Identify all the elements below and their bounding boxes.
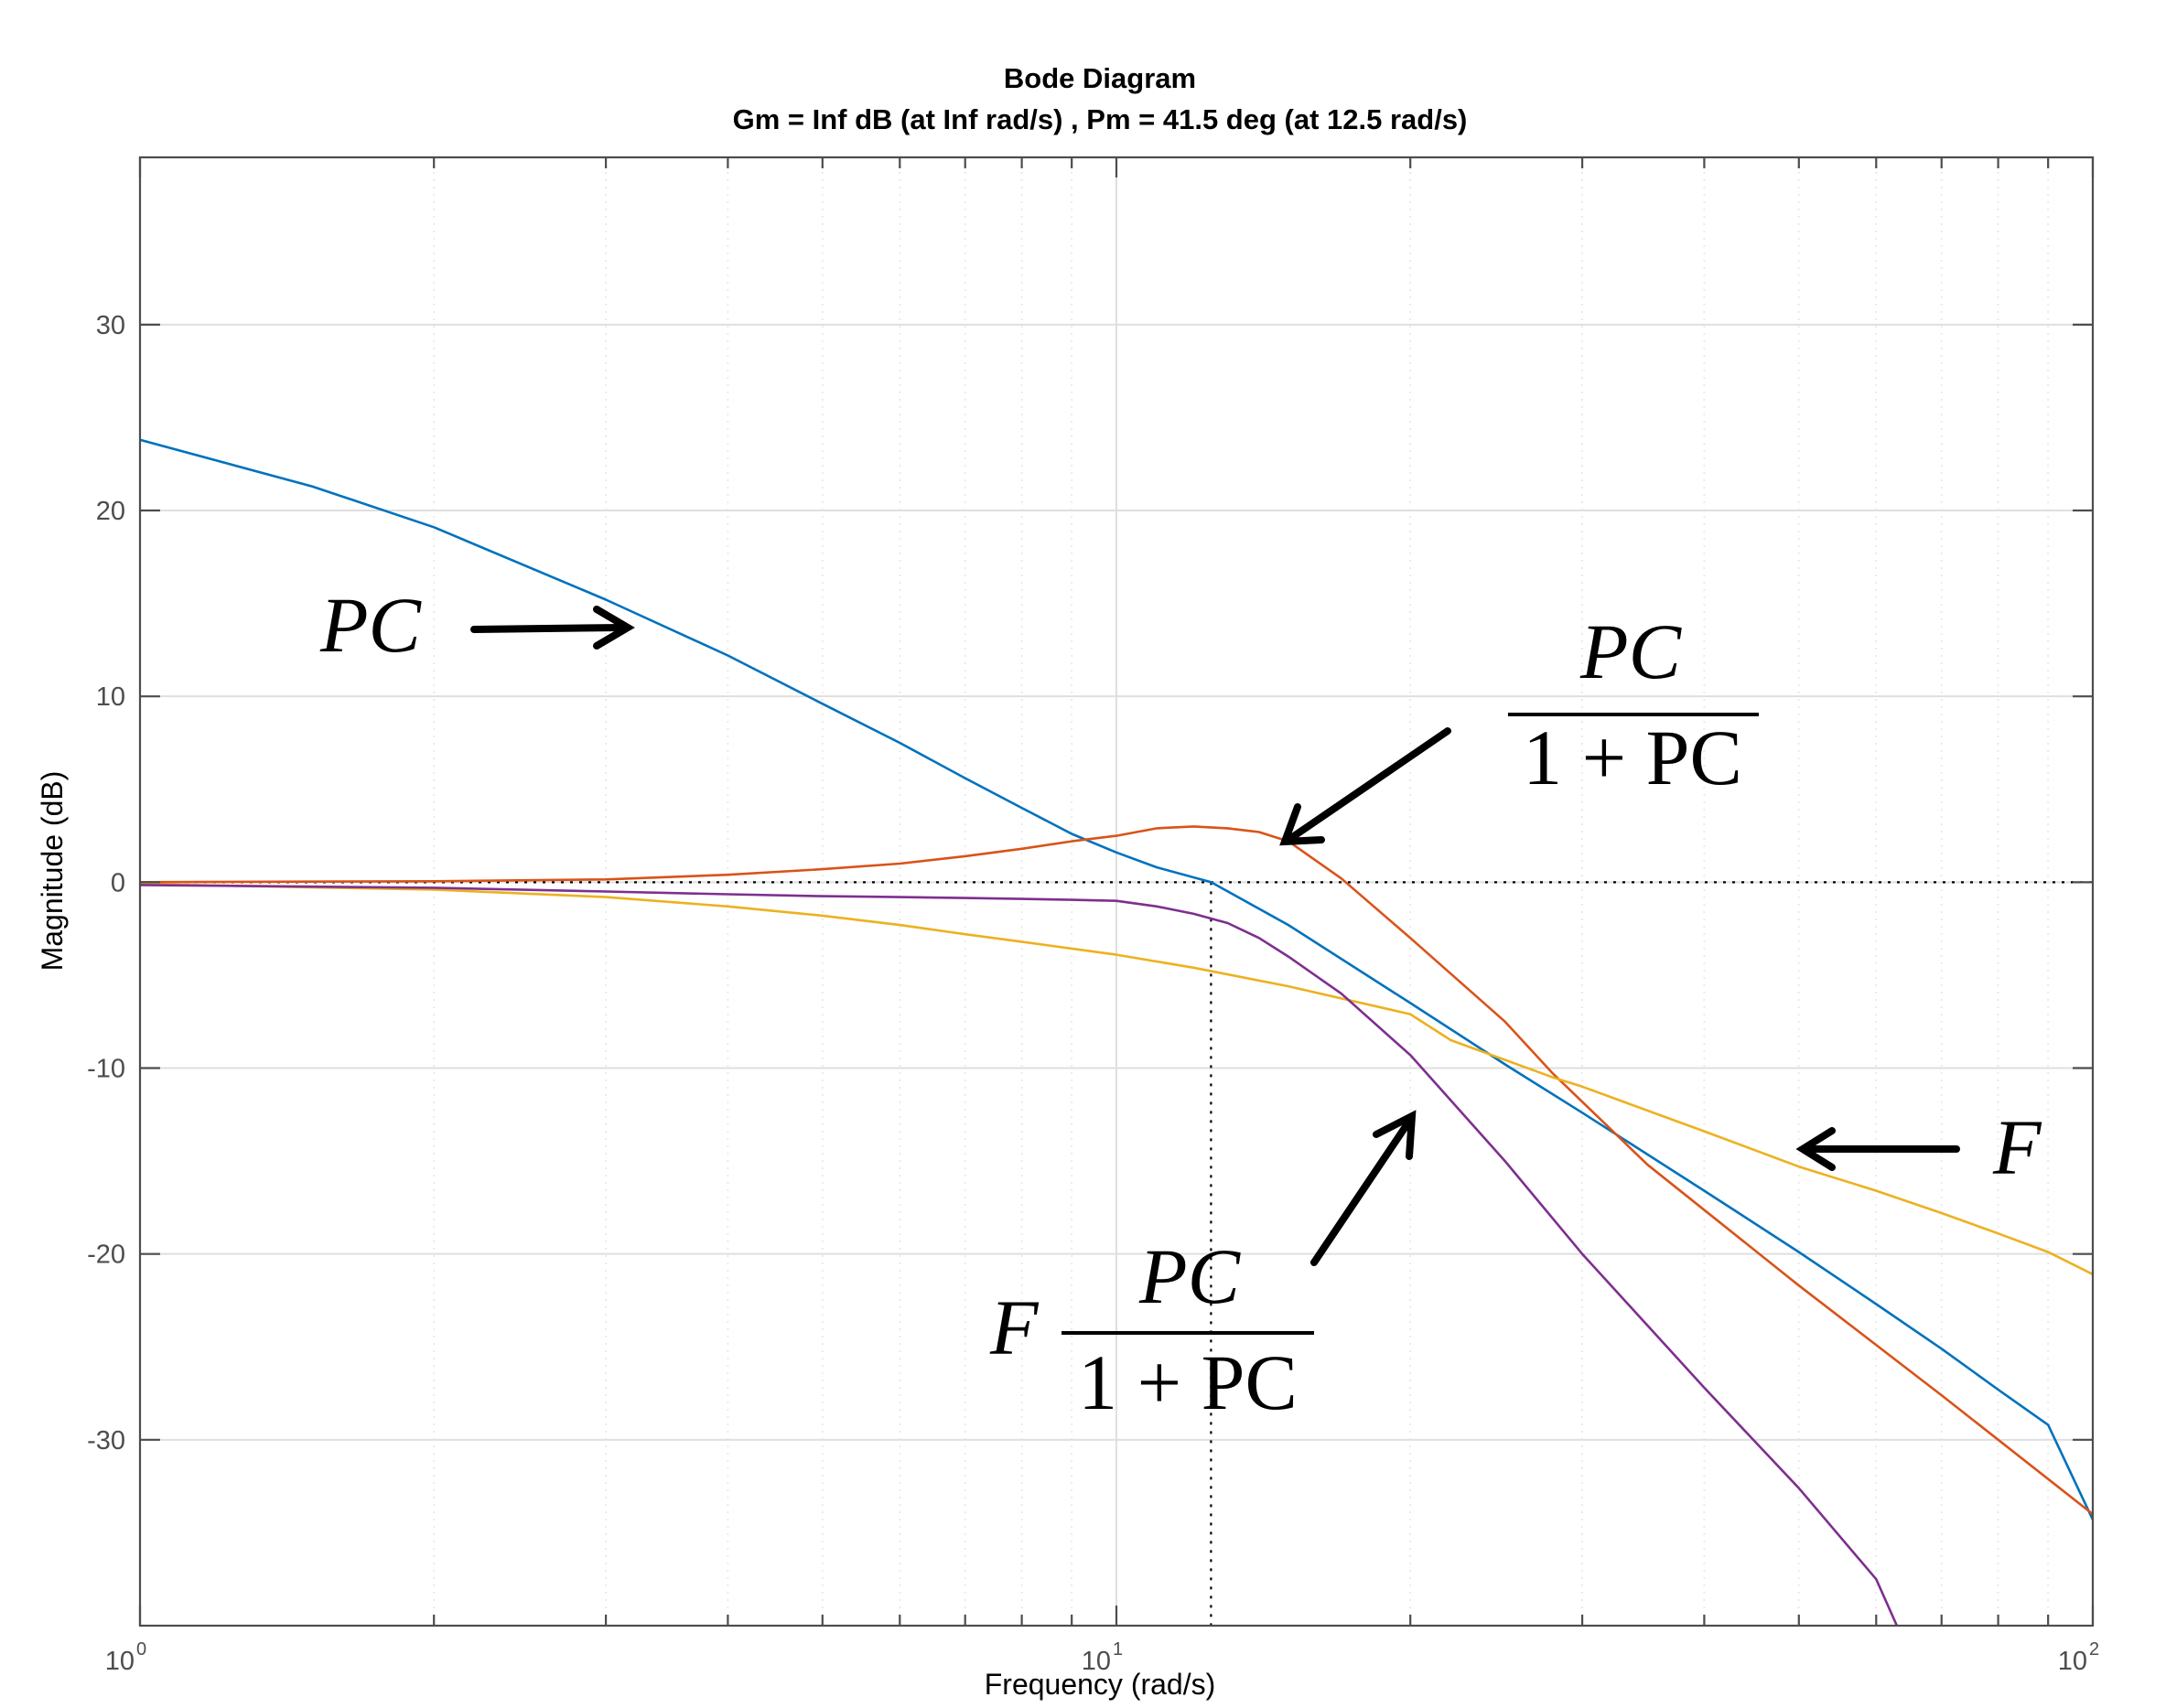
annotation-pc-arrow: [470, 606, 635, 650]
y-tick-label: -30: [87, 1426, 125, 1456]
annotation-closed-loop-denominator: 1 + PC: [1523, 714, 1742, 801]
x-tick-label: 10 1: [1082, 1639, 1123, 1676]
x-tick-labels: 10 0 10 1 10 2: [105, 1639, 2099, 1676]
x-tick-label: 10 0: [105, 1639, 146, 1676]
x-tick-exponent: 0: [136, 1639, 146, 1660]
annotation-f-arrow: [1795, 1127, 1960, 1171]
y-tick-label: -20: [87, 1241, 125, 1270]
y-tick-label: 20: [96, 497, 125, 526]
annotation-closed-loop-arrow: [1279, 727, 1451, 846]
x-tick-label: 10 2: [2058, 1639, 2099, 1676]
annotation-f-closed-loop-numerator: PC: [1138, 1232, 1242, 1320]
x-tick-base: 10: [105, 1647, 135, 1676]
grid: [139, 157, 2094, 1626]
annotation-f-closed-loop-prefix: F: [989, 1284, 1040, 1371]
series-lines: [140, 438, 2093, 1626]
series-line-1: [140, 825, 2093, 1516]
series-line-3: [140, 884, 1899, 1626]
annotation-f-closed-loop-denominator: 1 + PC: [1078, 1338, 1298, 1426]
x-tick-exponent: 1: [1113, 1639, 1123, 1660]
annotation-f-closed-loop-arrow: [1310, 1110, 1417, 1266]
y-tick-label: -10: [87, 1055, 125, 1084]
plot-frame: [138, 156, 2095, 1627]
x-tick-base: 10: [2058, 1647, 2087, 1676]
annotation-pc-label: PC: [319, 581, 423, 669]
annotation-pc: PC: [319, 581, 635, 669]
x-tick-base: 10: [1082, 1647, 1111, 1676]
series-line-0: [140, 438, 2093, 1520]
annotation-f-closed-loop: F PC 1 + PC: [989, 1110, 1417, 1426]
y-tick-label: 0: [111, 868, 125, 897]
annotation-closed-loop-numerator: PC: [1579, 607, 1683, 695]
annotation-f-label: F: [1992, 1103, 2042, 1191]
y-tick-label: 30: [96, 311, 125, 340]
y-axis-label: Magnitude (dB): [36, 771, 69, 972]
y-tick-labels: 30 20 10 0 -10 -20 -30: [87, 311, 125, 1456]
chart-subtitle: Gm = Inf dB (at Inf rad/s) , Pm = 41.5 d…: [733, 103, 1468, 135]
x-tick-exponent: 2: [2089, 1639, 2099, 1660]
annotation-f: F: [1795, 1103, 2042, 1191]
x-axis-label: Frequency (rad/s): [985, 1668, 1216, 1701]
annotation-closed-loop: PC 1 + PC: [1279, 607, 1759, 846]
y-tick-label: 10: [96, 682, 125, 712]
chart-title: Bode Diagram: [1004, 62, 1196, 94]
